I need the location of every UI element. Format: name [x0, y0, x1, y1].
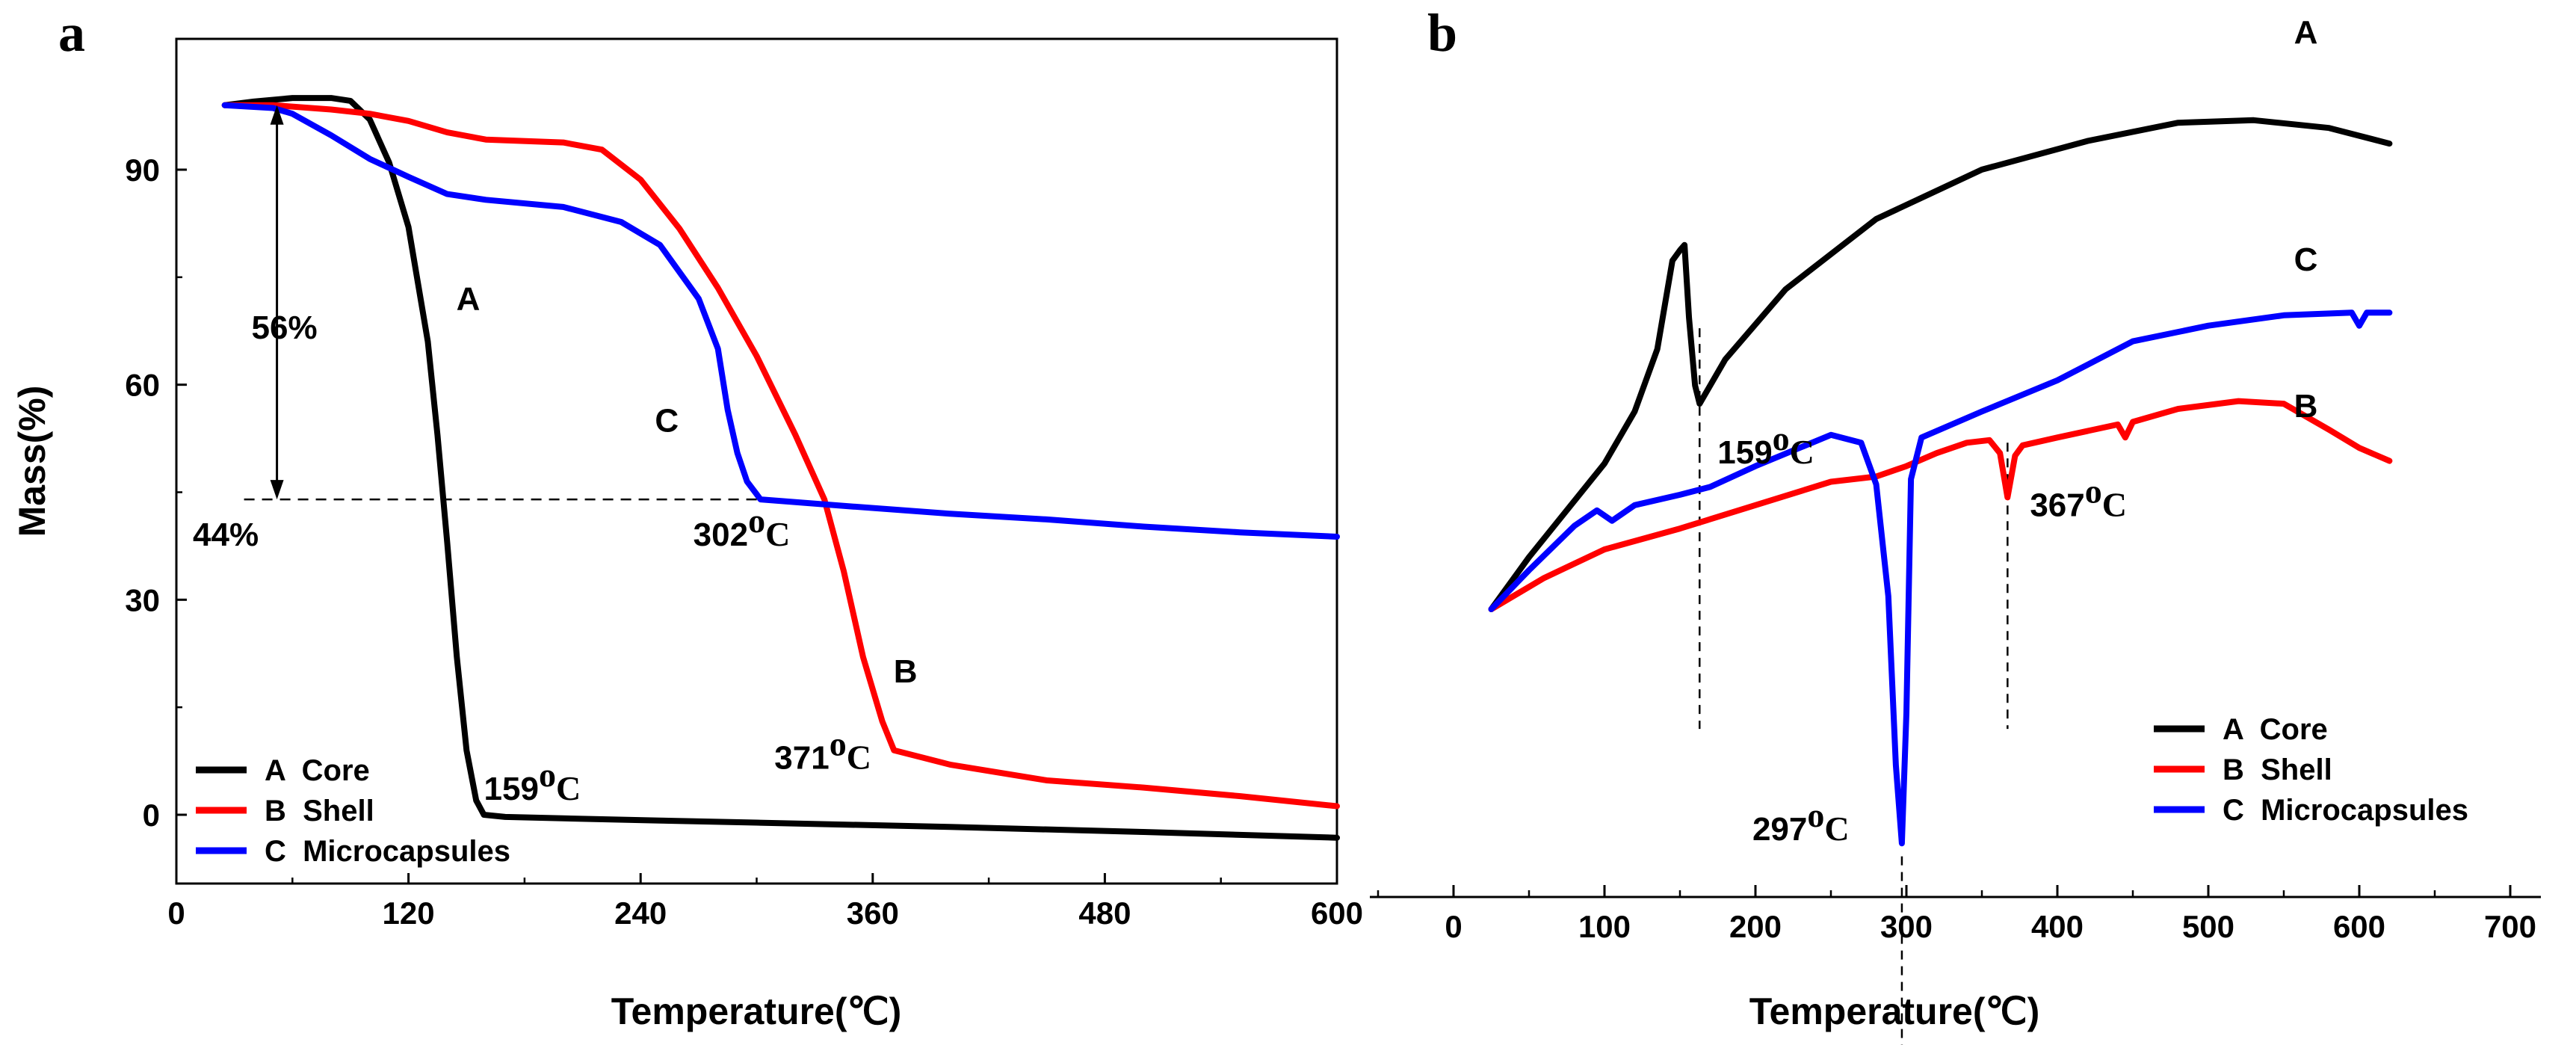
- b-x-tick-label-700: 700: [2484, 909, 2536, 944]
- panel-a-ticks: 0 120 240 360 480 600 0 30 60 90: [125, 152, 1363, 931]
- b-series-line-a-core: [1488, 117, 2393, 612]
- b-x-tick-label-400: 400: [2031, 909, 2084, 944]
- b-anno-a: A: [2294, 14, 2318, 51]
- legend-label-b-shell: B Shell: [265, 795, 374, 827]
- b-anno-b: B: [2294, 388, 2318, 425]
- x-tick-label-600: 600: [1311, 896, 1363, 931]
- b-anno-297-c: 297oC: [1752, 796, 1850, 848]
- y-tick-label-60: 60: [125, 368, 160, 403]
- b-x-tick-label-0: 0: [1445, 909, 1462, 944]
- anno-b: B: [894, 653, 918, 690]
- panel-a-arrowhead-bottom: [270, 480, 284, 500]
- anno-44: 44%: [193, 517, 259, 553]
- series-line-b-shell: [221, 102, 1340, 810]
- b-anno-367-c: 367oC: [2030, 472, 2127, 523]
- panel-a-x-axis-title: Temperature(℃): [611, 990, 902, 1032]
- b-series-line-c-microcapsules: [1488, 309, 2393, 847]
- b-series-line-b-shell: [1488, 398, 2393, 612]
- panel-a: a 0 120 240 360 480 600 0 30 60 90 A B C 56% 44% 302oC…: [11, 3, 1363, 1032]
- y-tick-label-0: 0: [143, 798, 160, 833]
- panel-b-legend: A Core B Shell C Microcapsules: [2154, 713, 2468, 827]
- panel-a-arrowhead-top: [270, 105, 284, 125]
- panel-a-y-axis-title: Mass(%): [11, 386, 53, 537]
- anno-c: C: [655, 403, 679, 440]
- x-tick-label-120: 120: [383, 896, 435, 931]
- anno-a: A: [457, 281, 481, 318]
- panel-b-x-axis-title: Temperature(℃): [1749, 990, 2040, 1032]
- panel-b-ticks: 0 100 200 300 400 500 600 700: [1377, 885, 2536, 944]
- y-tick-label-90: 90: [125, 152, 160, 188]
- b-anno-c: C: [2294, 241, 2318, 278]
- anno-159-c: 159oC: [484, 756, 581, 807]
- anno-56: 56%: [252, 309, 318, 346]
- legend-label-c-microcapsules: C Microcapsules: [265, 835, 510, 868]
- panel-b-label: b: [1427, 3, 1457, 63]
- anno-302-c: 302oC: [694, 502, 791, 553]
- b-anno-159-c: 159oC: [1717, 419, 1814, 471]
- anno-371-c: 371oC: [774, 725, 871, 777]
- series-line-a-core: [221, 95, 1340, 841]
- panel-a-annotations: A B C 56% 44% 302oC 371oC 159oC: [193, 105, 918, 807]
- panel-b-series: [1488, 117, 2393, 847]
- b-legend-label-c-microcapsules: C Microcapsules: [2223, 794, 2468, 827]
- series-line-c-microcapsules: [221, 102, 1340, 540]
- panel-a-legend: A Core B Shell C Microcapsules: [196, 754, 510, 868]
- legend-label-a-core: A Core: [265, 754, 370, 787]
- panel-b: b 0 100 200 300 400 500 600 700 A B C 159oC 367oC 29…: [1370, 3, 2541, 1045]
- b-legend-label-b-shell: B Shell: [2223, 753, 2332, 786]
- panel-b-annotations: A B C 159oC 367oC 297oC: [1717, 14, 2317, 848]
- y-tick-label-30: 30: [125, 582, 160, 617]
- b-x-tick-label-600: 600: [2333, 909, 2385, 944]
- x-tick-label-240: 240: [614, 896, 667, 931]
- x-tick-label-480: 480: [1078, 896, 1131, 931]
- b-x-tick-label-300: 300: [1880, 909, 1933, 944]
- panel-a-label: a: [58, 3, 85, 63]
- b-x-tick-label-500: 500: [2182, 909, 2234, 944]
- b-legend-label-a-core: A Core: [2223, 713, 2328, 746]
- x-tick-label-0: 0: [167, 896, 185, 931]
- b-x-tick-label-100: 100: [1578, 909, 1631, 944]
- panel-a-series: [221, 95, 1340, 841]
- b-x-tick-label-200: 200: [1729, 909, 1782, 944]
- x-tick-label-360: 360: [847, 896, 899, 931]
